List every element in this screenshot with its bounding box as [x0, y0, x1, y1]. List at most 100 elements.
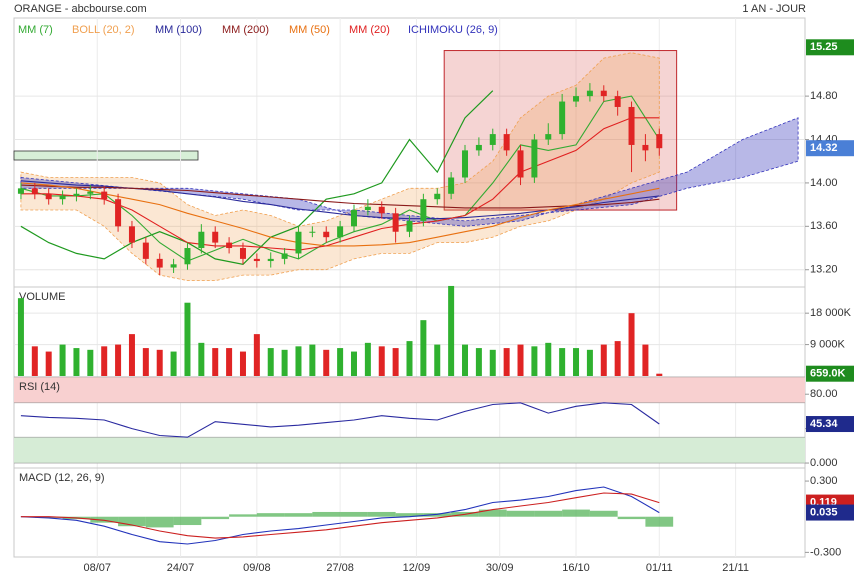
candle-body [73, 193, 80, 196]
moving-average [20, 184, 660, 209]
histogram-bar [284, 513, 313, 517]
chart-title: ORANGE - abcbourse.com [14, 3, 147, 15]
candle-body [31, 188, 38, 194]
volume-bar [420, 320, 427, 376]
volume-bar [517, 344, 524, 376]
box-annotation [13, 150, 199, 161]
histogram-bar [534, 510, 563, 517]
volume-bar [239, 351, 246, 376]
value-box-label: 15.25 [810, 41, 838, 53]
legend-entry: MM (7) [18, 24, 53, 36]
legend-entry: BOLL (20, 2) [72, 24, 135, 36]
volume-bar [475, 348, 482, 376]
x-tick-label: 27/08 [326, 562, 354, 574]
volume-bar [656, 373, 663, 376]
volume-bar [101, 346, 108, 376]
volume-bar [364, 342, 371, 376]
moving-average [20, 182, 660, 247]
x-tick-label: 24/07 [167, 562, 195, 574]
candle-body [614, 96, 621, 107]
volume-bar [503, 348, 510, 376]
volume-bar [295, 346, 302, 376]
panel-title: MACD (12, 26, 9) [19, 472, 105, 484]
candle-body [156, 258, 163, 268]
value-box [806, 365, 854, 382]
candle-body [586, 90, 593, 97]
y-tick-label: 0.000 [810, 457, 838, 469]
volume-bar [337, 348, 344, 376]
candle-body [517, 150, 524, 178]
rsi-line [20, 402, 660, 438]
volume-bar [628, 313, 635, 376]
volume-bar [59, 344, 66, 376]
x-tick-label: 21/11 [722, 562, 749, 574]
period: 1 AN - JOUR [742, 3, 806, 15]
value-box-label: 0.035 [810, 506, 838, 518]
volume-bar [212, 348, 219, 376]
candle-body [628, 106, 635, 145]
volume-bar [489, 349, 496, 376]
candle-body [17, 188, 24, 194]
value-box [806, 140, 854, 157]
macd-line [20, 486, 660, 545]
volume-bar [45, 351, 52, 376]
candle-body [545, 134, 552, 140]
candle-body [462, 150, 469, 178]
candle-body [364, 206, 371, 211]
y-tick-label: -0.300 [810, 546, 841, 558]
candle-body [239, 248, 246, 259]
candle-body [170, 264, 177, 268]
histogram-bar [173, 516, 202, 526]
histogram-bar [423, 513, 452, 517]
candle-body [198, 231, 205, 249]
value-box-label: 659.0K [810, 368, 846, 380]
volume-bar [434, 344, 441, 376]
volume-bar [281, 349, 288, 376]
candle-body [309, 231, 316, 233]
y-tick-label: 80.00 [810, 388, 838, 400]
candle-body [337, 226, 344, 238]
candle-body [434, 193, 441, 200]
volume-bar [170, 351, 177, 376]
volume-bar [392, 348, 399, 376]
candle-body [281, 253, 288, 259]
candle-body [45, 193, 52, 200]
histogram-bar [145, 516, 174, 528]
volume-bar [184, 302, 191, 376]
histogram-bar [645, 516, 674, 527]
histogram-bar [506, 510, 535, 517]
volume-bar [350, 351, 357, 376]
panel-title: RSI (14) [19, 381, 60, 393]
y-tick-label: 14.00 [810, 177, 838, 189]
volume-bar [323, 349, 330, 376]
candle-body [489, 134, 496, 145]
volume-bar [142, 348, 149, 376]
candle-body [350, 210, 357, 227]
volume-bar [87, 349, 94, 376]
histogram-bar [90, 516, 119, 523]
histogram-bar [367, 511, 396, 517]
legend-entry: MM (50) [289, 24, 330, 36]
volume-bar [31, 346, 38, 376]
candle-body [142, 242, 149, 259]
histogram-bar [589, 510, 618, 517]
candle-body [323, 231, 330, 238]
histogram-bar [562, 509, 590, 517]
value-box-label: 14.32 [810, 142, 838, 154]
panel-title: VOLUME [19, 291, 65, 303]
histogram-bar [395, 513, 424, 517]
volume-bar [462, 344, 469, 376]
candle-body [59, 195, 66, 200]
histogram-bar [312, 511, 341, 517]
candle-body [87, 191, 94, 194]
volume-bar [226, 348, 233, 376]
value-box-label: 45.34 [810, 418, 838, 430]
candle-body [267, 258, 274, 262]
volume-bar [17, 298, 24, 376]
legend-entry: MM (20) [349, 24, 390, 36]
candle-body [101, 191, 108, 200]
candle-body [253, 258, 260, 262]
candle-body [475, 144, 482, 151]
